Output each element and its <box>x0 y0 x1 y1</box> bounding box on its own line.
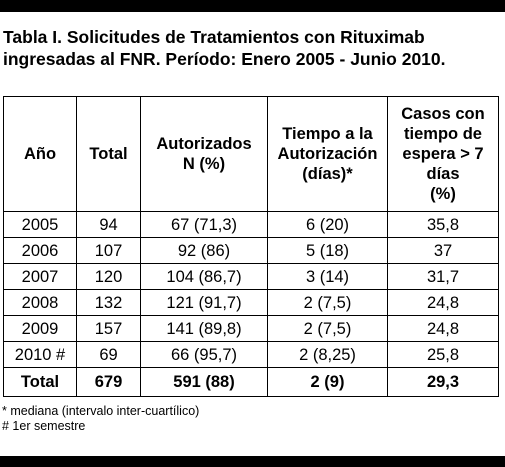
table-row: 2008 132 121 (91,7) 2 (7,5) 24,8 <box>3 289 499 316</box>
cell-time: 3 (14) <box>267 263 388 290</box>
cell-total: 107 <box>76 237 141 264</box>
total-cases: 29,3 <box>387 367 499 397</box>
cell-cases: 31,7 <box>387 263 499 290</box>
table-row: 2009 157 141 (89,8) 2 (7,5) 24,8 <box>3 315 499 342</box>
title-line-2: ingresadas al FNR. Período: Enero 2005 -… <box>3 49 446 69</box>
cell-time: 2 (7,5) <box>267 315 388 342</box>
cell-year: 2009 <box>3 315 77 342</box>
cell-total: 132 <box>76 289 141 316</box>
cell-total: 69 <box>76 341 141 368</box>
table-row: 2006 107 92 (86) 5 (18) 37 <box>3 237 499 264</box>
header-total: Total <box>76 96 141 212</box>
header-time-to-authorization: Tiempo a la Autorización (días)* <box>267 96 388 212</box>
total-authorized: 591 (88) <box>140 367 268 397</box>
footnote-semester: # 1er semestre <box>2 419 86 433</box>
cell-authorized: 66 (95,7) <box>140 341 268 368</box>
cell-year: 2005 <box>3 211 77 238</box>
cell-authorized: 92 (86) <box>140 237 268 264</box>
cell-year: 2010 # <box>3 341 77 368</box>
header-year: Año <box>3 96 77 212</box>
cell-year: 2007 <box>3 263 77 290</box>
cell-year: 2008 <box>3 289 77 316</box>
cell-time: 5 (18) <box>267 237 388 264</box>
table-row: 2010 # 69 66 (95,7) 2 (8,25) 25,8 <box>3 341 499 368</box>
total-label: Total <box>3 367 77 397</box>
total-count: 679 <box>76 367 141 397</box>
cell-authorized: 104 (86,7) <box>140 263 268 290</box>
header-authorized: Autorizados N (%) <box>140 96 268 212</box>
cell-cases: 24,8 <box>387 289 499 316</box>
bottom-rule <box>0 456 505 467</box>
cell-time: 6 (20) <box>267 211 388 238</box>
cell-total: 120 <box>76 263 141 290</box>
cell-year: 2006 <box>3 237 77 264</box>
header-cases-wait: Casos con tiempo de espera > 7 días (%) <box>387 96 499 212</box>
cell-cases: 35,8 <box>387 211 499 238</box>
cell-authorized: 67 (71,3) <box>140 211 268 238</box>
table-row: 2005 94 67 (71,3) 6 (20) 35,8 <box>3 211 499 238</box>
cell-total: 157 <box>76 315 141 342</box>
rituximab-table: Año Total Autorizados N (%) Tiempo a la … <box>3 96 499 397</box>
cell-authorized: 141 (89,8) <box>140 315 268 342</box>
cell-cases: 37 <box>387 237 499 264</box>
total-time: 2 (9) <box>267 367 388 397</box>
header-row: Año Total Autorizados N (%) Tiempo a la … <box>3 96 499 212</box>
footnotes: * mediana (intervalo inter-cuartílico) #… <box>2 404 199 434</box>
cell-time: 2 (8,25) <box>267 341 388 368</box>
cell-time: 2 (7,5) <box>267 289 388 316</box>
cell-cases: 24,8 <box>387 315 499 342</box>
table-title: Tabla I. Solicitudes de Tratamientos con… <box>3 26 503 70</box>
total-row: Total 679 591 (88) 2 (9) 29,3 <box>3 367 499 397</box>
table-row: 2007 120 104 (86,7) 3 (14) 31,7 <box>3 263 499 290</box>
footnote-median: * mediana (intervalo inter-cuartílico) <box>2 404 200 418</box>
title-line-1: Tabla I. Solicitudes de Tratamientos con… <box>3 27 425 47</box>
cell-cases: 25,8 <box>387 341 499 368</box>
cell-total: 94 <box>76 211 141 238</box>
top-rule <box>0 0 505 12</box>
cell-authorized: 121 (91,7) <box>140 289 268 316</box>
